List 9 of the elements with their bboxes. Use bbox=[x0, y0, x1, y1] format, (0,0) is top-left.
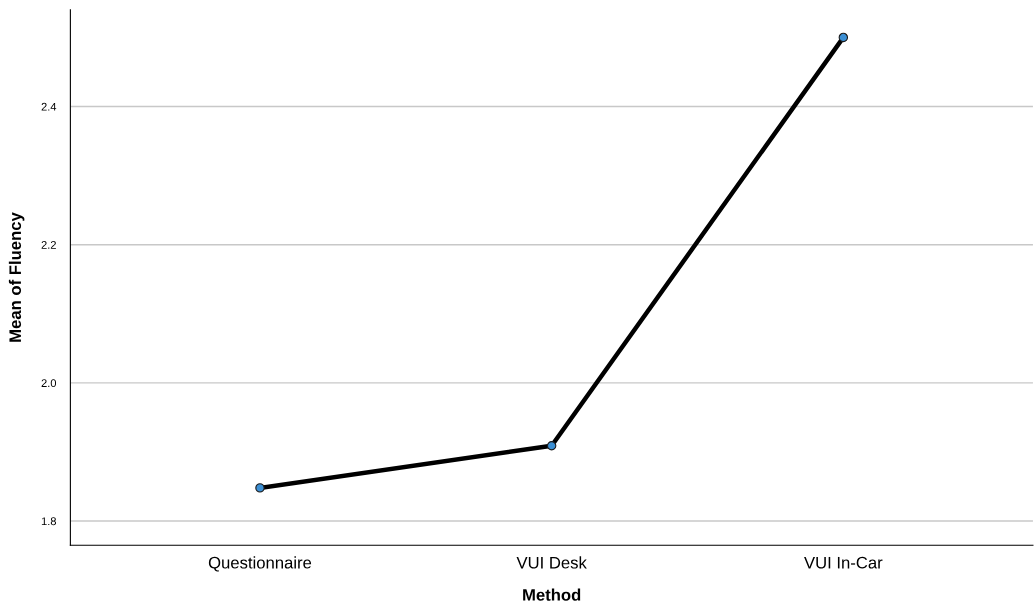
x-axis-title: Method bbox=[523, 588, 581, 601]
y-tick-label: 2.0 bbox=[41, 379, 57, 388]
y-axis-title: Mean of Fluency bbox=[8, 212, 25, 342]
y-tick-label: 2.4 bbox=[41, 102, 57, 111]
x-tick-label: VUI Desk bbox=[516, 556, 587, 569]
y-tick-label: 2.2 bbox=[41, 240, 56, 249]
y-tick-label: 1.8 bbox=[41, 517, 57, 526]
x-tick-label: Questionnaire bbox=[208, 556, 312, 572]
x-tick-label: VUI In-Car bbox=[804, 556, 883, 569]
